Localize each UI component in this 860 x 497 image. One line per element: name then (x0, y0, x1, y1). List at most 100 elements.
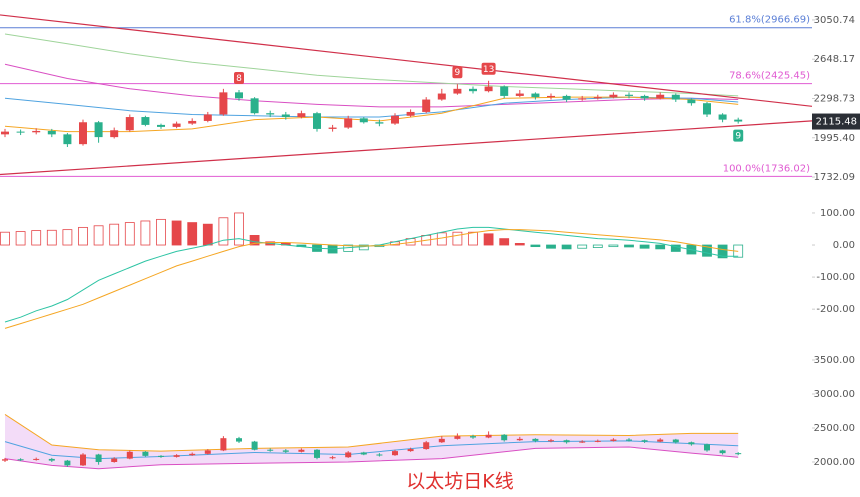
candle-body (94, 122, 103, 138)
moving-average (4, 63, 739, 108)
candle-body (17, 459, 24, 461)
candle-body (376, 454, 383, 456)
candle-body (345, 452, 352, 458)
candle-body (110, 130, 119, 138)
candle-body (656, 94, 665, 99)
candle-body (251, 441, 258, 450)
y-tick-label: -100.00 (816, 272, 855, 283)
candle-body (671, 94, 680, 100)
candle-body (532, 438, 539, 441)
candle-body (657, 439, 664, 442)
macd-bar (15, 231, 26, 246)
candle-body (142, 451, 149, 456)
candle-body (500, 86, 509, 96)
candle-body (562, 95, 571, 100)
candle-body (718, 114, 727, 120)
macd-bar (140, 220, 151, 246)
y-tick-label: 0.00 (833, 240, 855, 251)
candle-body (563, 440, 570, 443)
macd-bar (530, 244, 541, 248)
candle-body (235, 92, 243, 99)
band-line (4, 446, 739, 470)
candle-body (719, 450, 726, 454)
last-price-box (812, 113, 860, 130)
macd-bar (452, 231, 463, 246)
macd-bar (561, 244, 572, 250)
candle-body (359, 118, 368, 123)
macd-bar (717, 244, 728, 259)
candle-body (704, 444, 710, 451)
candle-body (484, 86, 493, 92)
last-price-label: 2115.48 (816, 117, 857, 128)
td-label: 9 (735, 132, 741, 142)
candle-body (594, 440, 601, 442)
macd-bar (187, 222, 198, 246)
candle-body (687, 99, 696, 104)
candle-body (547, 95, 555, 98)
candle-body (734, 119, 743, 122)
candle-body (80, 454, 86, 466)
candle-body (688, 442, 695, 445)
y-tick-label: 100.00 (820, 208, 855, 219)
macd-bar (468, 231, 478, 246)
macd-bar (546, 244, 556, 249)
candle-body (579, 441, 586, 443)
macd-bar (608, 244, 619, 248)
candle-body (641, 440, 648, 442)
y-tick-label: 1732.09 (814, 172, 855, 183)
y-tick-label: 2500.00 (814, 423, 855, 434)
candle-body (548, 440, 554, 442)
candle-body (501, 434, 508, 441)
candle-body (453, 88, 462, 94)
band-line (4, 413, 739, 452)
candle-body (609, 94, 618, 98)
candle-body (516, 438, 523, 441)
macd-bar (31, 230, 42, 246)
y-tick-label: 2648.17 (814, 54, 855, 65)
candle-body (79, 122, 87, 145)
y-tick-label: 3050.74 (814, 15, 855, 26)
macd-bar (202, 223, 213, 246)
candle-body (391, 115, 399, 124)
candle-body (47, 130, 56, 135)
y-tick-label: 3500.00 (814, 355, 855, 366)
candle-body (407, 449, 414, 452)
candle-body (344, 118, 353, 128)
candle-body (189, 453, 196, 456)
candle-body (64, 460, 71, 466)
macd-bar (93, 225, 104, 246)
macd-bar (499, 238, 510, 246)
macd-bar (62, 229, 73, 246)
td-marker (733, 129, 744, 142)
candle-body (422, 99, 431, 112)
candle-body (33, 458, 40, 460)
candle-body (157, 124, 165, 127)
candle-body (125, 117, 134, 131)
candle-body (703, 103, 711, 115)
candle-body (95, 454, 102, 462)
candle-body (515, 93, 524, 96)
macd-bar (592, 244, 603, 248)
td-marker (452, 66, 463, 79)
macd-bar (639, 244, 650, 249)
macd-bar (514, 243, 525, 246)
candle-body (406, 111, 415, 116)
y-tick-label: -200.00 (816, 304, 855, 315)
macd-bar (78, 226, 88, 246)
macd-bar (358, 244, 369, 251)
macd-bar (249, 235, 260, 246)
candle-body (219, 92, 228, 115)
macd-bar (46, 229, 57, 246)
trendline (0, 120, 813, 176)
macd-bar (218, 217, 229, 246)
macd-bar (109, 223, 120, 246)
candle-body (141, 117, 150, 125)
candle-body (297, 113, 306, 118)
candle-body (266, 113, 275, 115)
macd-bar (624, 244, 634, 248)
candle-body (126, 451, 133, 459)
macd-bar (577, 244, 588, 249)
candle-body (735, 453, 742, 455)
td-label: 8 (236, 74, 242, 84)
fib-label: 78.6%(2425.45) (729, 71, 810, 82)
